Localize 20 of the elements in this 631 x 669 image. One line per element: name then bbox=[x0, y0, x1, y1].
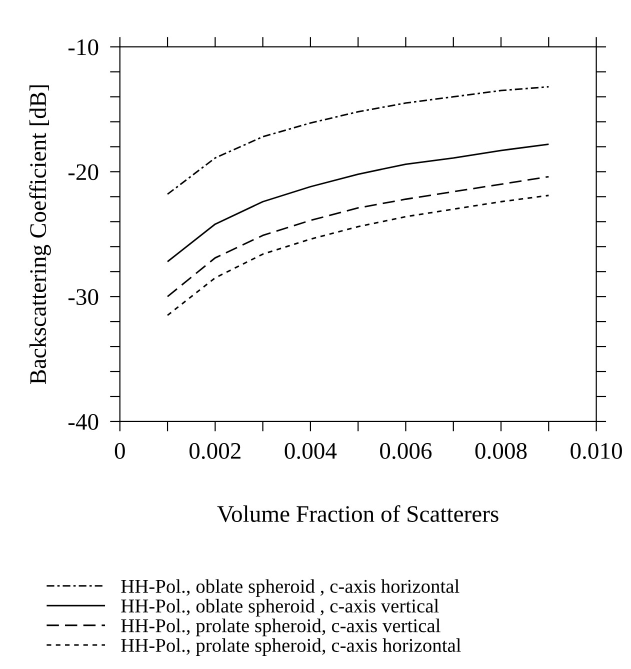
y-tick-label: -40 bbox=[68, 414, 98, 430]
x-tick-label: 0 bbox=[114, 442, 125, 459]
legend-label: HH-Pol., oblate spheroid , c-axis vertical bbox=[121, 598, 439, 617]
line-series bbox=[166, 194, 550, 316]
y-tick-label: -30 bbox=[68, 289, 98, 306]
legend-label: HH-Pol., prolate spheroid, c-axis vertical bbox=[121, 618, 440, 636]
x-tick-label: 0.006 bbox=[380, 442, 432, 460]
y-axis-title: Backscattering Coefficient [dB] bbox=[29, 85, 51, 384]
line-series bbox=[166, 143, 550, 262]
x-tick-label: 0.010 bbox=[570, 442, 622, 460]
x-axis-title: Volume Fraction of Scatterers bbox=[217, 505, 498, 522]
x-tick-label: 0.002 bbox=[190, 442, 240, 460]
x-tick-label: 0.008 bbox=[475, 442, 527, 460]
legend-label: HH-Pol., prolate spheroid, c-axis horizontal bbox=[121, 638, 461, 656]
y-tick-label: -20 bbox=[68, 164, 98, 180]
line-series bbox=[166, 86, 550, 195]
x-tick-label: 0.004 bbox=[284, 442, 337, 460]
legend-label: HH-Pol., oblate spheroid , c-axis horizontal bbox=[121, 579, 460, 597]
line-series bbox=[166, 176, 550, 298]
y-tick-label: -10 bbox=[68, 39, 98, 56]
